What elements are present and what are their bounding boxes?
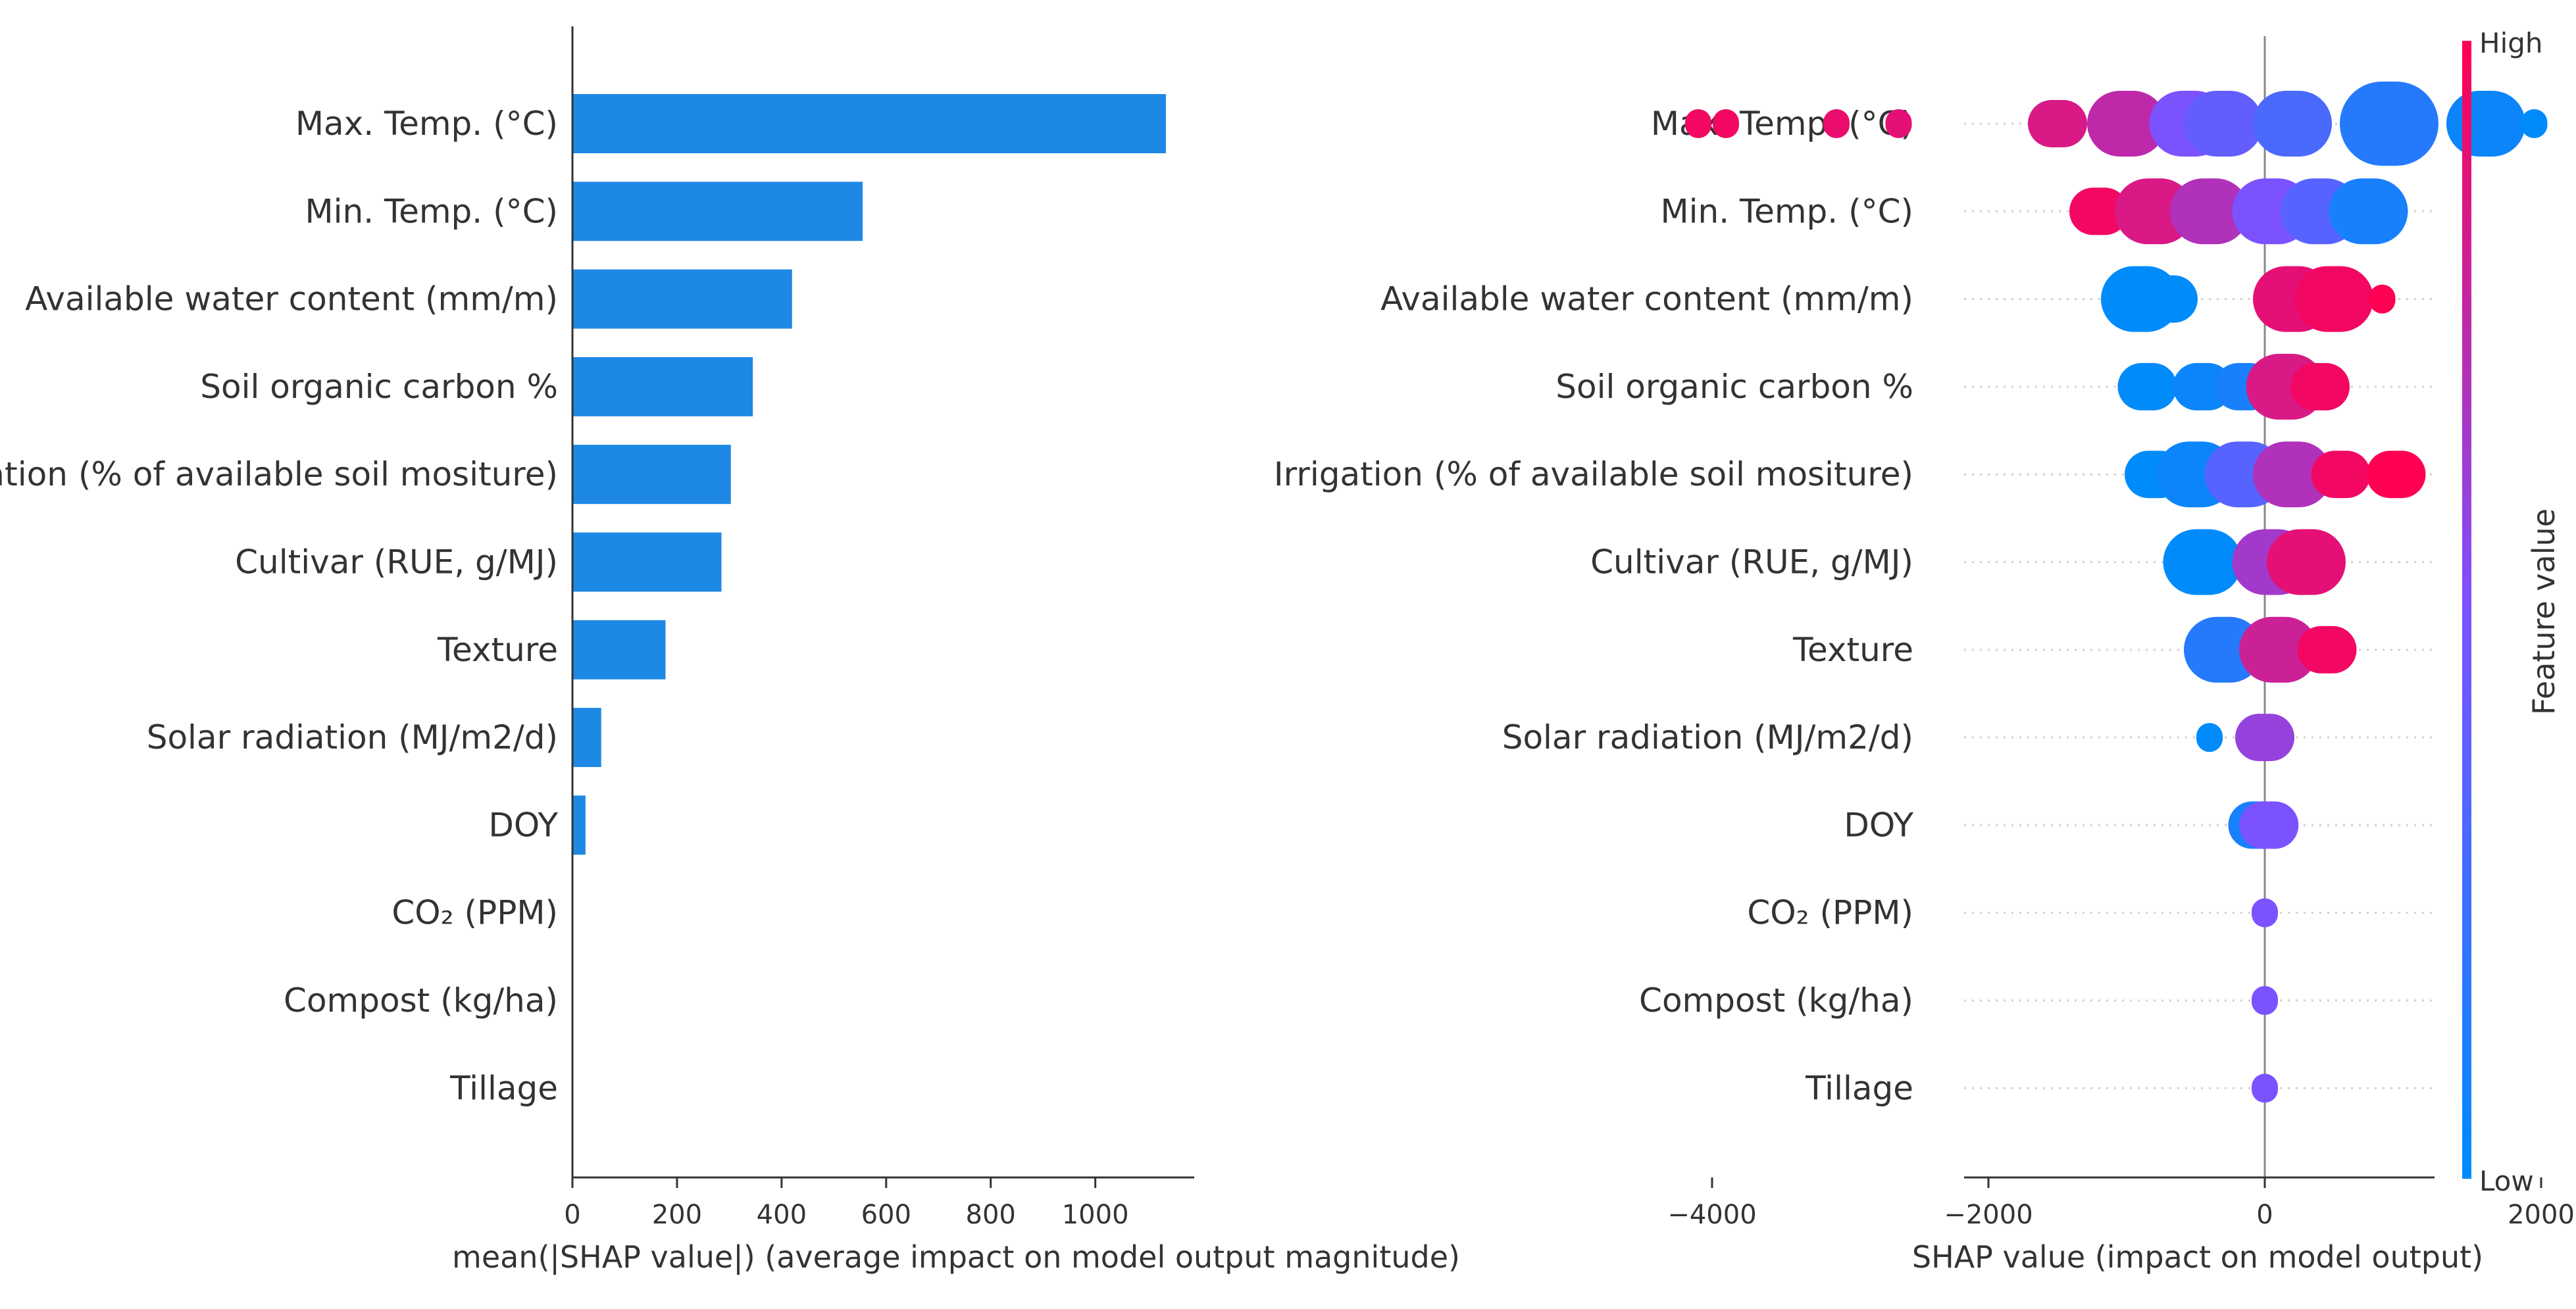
bar-x-axis-title: mean(|SHAP value|) (average impact on mo… [452,1239,1460,1275]
swarm-label-min-temp-c: Min. Temp. (°C) [1661,192,1913,230]
bar-irrigation-of-available-soil-mositure [572,445,731,505]
swarm-point-cultivar-rue-g-mj-2 [2267,529,2346,595]
swarm-point-max-temp-c-10 [2446,91,2525,157]
swarm-feature-labels: Max. Temp. (°C)Min. Temp. (°C)Available … [1274,105,1914,1107]
swarm-point-max-temp-c-2 [1823,109,1850,138]
feature-value-colorbar: High Low Feature value [2462,27,2562,1197]
swarm-point-max-temp-c-11 [2521,109,2548,138]
swarm-point-max-temp-c-0 [1685,109,1711,138]
swarm-point-max-temp-c-5 [2087,91,2166,157]
swarm-point-min-temp-c-2 [2170,178,2249,245]
swarm-label-texture: Texture [1792,631,1913,669]
bar-label-texture: Texture [437,631,558,669]
colorbar-gradient [2462,41,2471,1179]
swarm-point-texture-0 [2184,616,2263,683]
swarm-label-irrigation-of-available-soil-mositure: Irrigation (% of available soil mositure… [1274,455,1913,493]
swarm-point-co-ppm-0 [2252,898,2278,927]
bar-label-irrigation-of-available-soil-mositure: Irrigation (% of available soil mositure… [0,455,558,493]
swarm-x-axis-title: SHAP value (impact on model output) [1912,1239,2483,1275]
swarm-tick-label-2000: 2000 [2508,1200,2575,1230]
bar-label-tillage: Tillage [449,1069,558,1107]
bar-max-temp-c [572,94,1166,153]
bar-label-doy: DOY [488,806,558,844]
swarm-point-min-temp-c-1 [2115,178,2194,245]
bar-solar-radiation-mj-m2-d [572,708,601,768]
swarm-point-max-temp-c-3 [1885,109,1912,138]
swarm-point-max-temp-c-9 [2340,82,2438,166]
swarm-tick-label--4000: −4000 [1667,1200,1756,1230]
bar-doy [572,795,586,855]
swarm-point-doy-1 [2239,801,2299,849]
swarm-row-guides [1964,122,2435,1089]
swarm-point-texture-2 [2297,626,2357,674]
bar-label-co-ppm: CO₂ (PPM) [391,894,558,932]
bar-tick-label-800: 800 [966,1200,1016,1230]
swarm-point-soil-organic-carbon-4 [2290,362,2350,410]
bar-feature-labels: Max. Temp. (°C) Min. Temp. (°C) Available … [0,105,558,1107]
swarm-point-soil-organic-carbon-1 [2173,362,2233,410]
swarm-tick-label--2000: −2000 [1944,1200,2033,1230]
swarm-point-solar-radiation-mj-m2-d-0 [2196,723,2223,753]
bar-cultivar-rue-g-mj [572,532,722,592]
swarm-label-available-water-content-mm-m: Available water content (mm/m) [1380,280,1913,318]
swarm-points [1685,82,2548,1103]
bar-label-available-water-content-mm-m: Available water content (mm/m) [25,280,558,318]
swarm-label-tillage: Tillage [1805,1069,1913,1107]
bar-label-cultivar-rue-g-mj: Cultivar (RUE, g/MJ) [235,543,558,581]
swarm-label-compost-kg-ha: Compost (kg/ha) [1639,981,1913,1020]
bar-x-ticks: 0 200 400 600 800 1000 [564,1177,1129,1230]
bar-min-temp-c [572,182,863,241]
swarm-point-max-temp-c-7 [2184,91,2263,157]
bar-available-water-content-mm-m [572,269,792,329]
bar-label-max-temp-c: Max. Temp. (°C) [295,105,558,143]
bar-tick-label-200: 200 [652,1200,702,1230]
bar-tick-label-1000: 1000 [1062,1200,1129,1230]
swarm-label-cultivar-rue-g-mj: Cultivar (RUE, g/MJ) [1590,543,1913,581]
bar-soil-organic-carbon [572,357,753,416]
bar-label-compost-kg-ha: Compost (kg/ha) [284,981,558,1020]
bar-label-min-temp-c: Min. Temp. (°C) [305,192,558,230]
bar-label-soil-organic-carbon: Soil organic carbon % [200,368,558,406]
swarm-point-solar-radiation-mj-m2-d-1 [2235,714,2294,762]
swarm-point-available-water-content-mm-m-3 [2294,266,2373,332]
swarm-label-doy: DOY [1844,806,1913,844]
swarm-point-max-temp-c-8 [2253,91,2332,157]
swarm-point-irrigation-of-available-soil-mositure-5 [2366,451,2426,499]
swarm-tick-label-0: 0 [2256,1200,2273,1230]
colorbar-title: Feature value [2526,508,2562,715]
swarm-point-compost-kg-ha-0 [2252,986,2278,1015]
swarm-point-irrigation-of-available-soil-mositure-4 [2311,451,2371,499]
swarm-label-co-ppm: CO₂ (PPM) [1747,894,1913,932]
swarm-point-max-temp-c-1 [1713,109,1739,138]
swarm-label-solar-radiation-mj-m2-d: Solar radiation (MJ/m2/d) [1502,718,1913,756]
swarm-point-min-temp-c-5 [2329,178,2408,245]
swarm-point-available-water-content-mm-m-4 [2369,284,2396,314]
bar-texture [572,620,666,679]
swarm-point-soil-organic-carbon-0 [2117,362,2177,410]
colorbar-high-label: High [2479,27,2543,59]
swarm-point-cultivar-rue-g-mj-0 [2163,529,2242,595]
swarm-point-irrigation-of-available-soil-mositure-3 [2253,441,2332,508]
swarm-point-max-temp-c-4 [2028,100,2087,147]
swarm-point-texture-1 [2239,616,2318,683]
shap-beeswarm-chart: Max. Temp. (°C)Min. Temp. (°C)Available … [1274,36,2575,1275]
bar-label-solar-radiation-mj-m2-d: Solar radiation (MJ/m2/d) [147,718,558,756]
swarm-label-soil-organic-carbon: Soil organic carbon % [1555,368,1913,406]
swarm-point-available-water-content-mm-m-1 [2138,275,2198,323]
swarm-point-min-temp-c-0 [2069,187,2129,235]
bar-tick-label-600: 600 [861,1200,911,1230]
colorbar-low-label: Low [2479,1165,2534,1197]
swarm-x-ticks: −4000 −2000 0 2000 [1667,1177,2575,1230]
bar-tick-label-400: 400 [757,1200,807,1230]
swarm-point-tillage-0 [2252,1074,2278,1103]
bar-series [572,94,1166,855]
mean-shap-bar-chart: Max. Temp. (°C) Min. Temp. (°C) Available … [0,26,1460,1275]
bar-tick-label-0: 0 [564,1200,580,1230]
